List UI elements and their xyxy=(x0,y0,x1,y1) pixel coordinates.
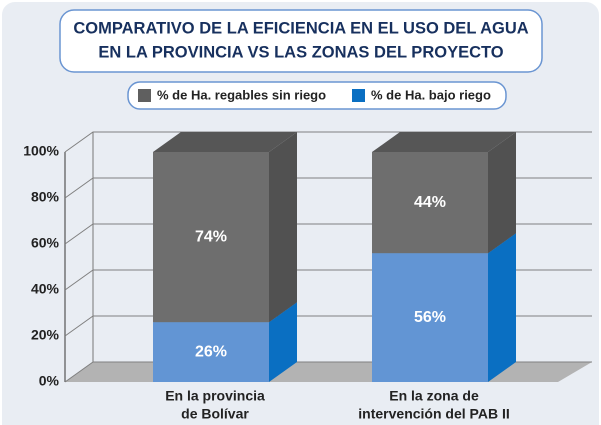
floor xyxy=(65,362,592,382)
x-tick-label: intervención del PAB II xyxy=(358,406,509,422)
chart-title: COMPARATIVO DE LA EFICIENCIA EN EL USO D… xyxy=(73,19,528,37)
bar xyxy=(153,132,297,323)
bar-front xyxy=(153,152,269,323)
y-tick-label: 40% xyxy=(31,281,60,297)
x-tick-label: de Bolívar xyxy=(181,406,249,422)
bar-side xyxy=(269,302,297,382)
bar-side xyxy=(488,132,516,254)
y-tick-label: 80% xyxy=(31,189,60,205)
bar-side xyxy=(488,233,516,382)
bar-side xyxy=(269,132,297,323)
y-tick-label: 60% xyxy=(31,235,60,251)
value-label: 74% xyxy=(195,228,227,245)
legend-swatch xyxy=(352,89,365,102)
bar-front xyxy=(372,253,488,382)
bar xyxy=(372,132,516,254)
chart-title: EN LA PROVINCIA VS LAS ZONAS DEL PROYECT… xyxy=(98,43,503,61)
value-label: 44% xyxy=(414,194,446,211)
y-tick-label: 0% xyxy=(39,373,60,389)
legend-label: % de Ha. bajo riego xyxy=(371,87,491,102)
legend-swatch xyxy=(138,89,151,102)
bar-top xyxy=(153,132,297,152)
bar xyxy=(372,233,516,382)
bar-front xyxy=(153,322,269,382)
y-tick-label: 20% xyxy=(31,327,60,343)
value-label: 26% xyxy=(195,343,227,360)
title-box xyxy=(59,9,543,73)
legend-label: % de Ha. regables sin riego xyxy=(157,87,326,102)
x-tick-label: En la zona de xyxy=(389,388,479,404)
y-tick-label: 100% xyxy=(23,143,59,159)
legend-box xyxy=(127,81,507,110)
bar-top xyxy=(372,132,516,152)
x-tick-label: En la provincia xyxy=(165,388,265,404)
value-label: 56% xyxy=(414,309,446,326)
bar-front xyxy=(372,152,488,254)
